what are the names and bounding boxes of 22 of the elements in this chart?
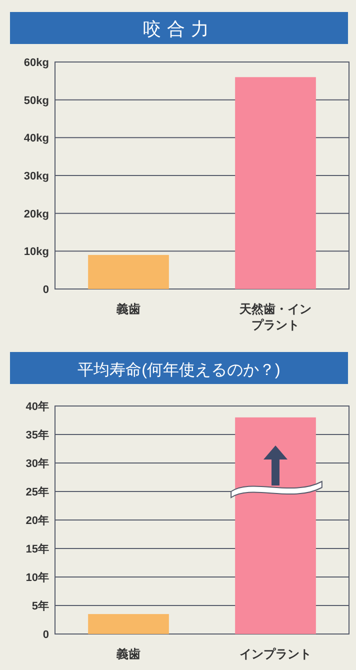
y-tick-label: 10年 bbox=[26, 571, 49, 584]
x-tick-label: インプラント bbox=[240, 647, 312, 661]
chart-title: 咬合力 bbox=[143, 19, 215, 39]
y-tick-label: 60kg bbox=[24, 57, 49, 69]
chart-title: 平均寿命(何年使えるのか？) bbox=[78, 362, 280, 379]
x-tick-label: 天然歯・インプラント bbox=[238, 302, 312, 332]
y-tick-label: 25年 bbox=[26, 486, 49, 498]
y-tick-label: 10kg bbox=[24, 246, 49, 258]
x-tick-label: 義歯 bbox=[116, 302, 140, 316]
y-tick-label: 35年 bbox=[26, 428, 49, 442]
y-tick-label: 0 bbox=[42, 629, 49, 641]
y-tick-label: 40kg bbox=[24, 132, 49, 145]
y-tick-label: 20kg bbox=[24, 208, 49, 220]
y-tick-label: 0 bbox=[42, 284, 49, 296]
y-tick-label: 15年 bbox=[26, 542, 49, 556]
y-tick-label: 30年 bbox=[26, 457, 49, 470]
y-tick-label: 40年 bbox=[26, 400, 49, 413]
y-tick-label: 5年 bbox=[32, 600, 49, 612]
x-tick-label: 義歯 bbox=[116, 647, 140, 661]
y-tick-label: 30kg bbox=[24, 170, 49, 182]
y-tick-label: 20年 bbox=[26, 514, 49, 527]
y-tick-label: 50kg bbox=[24, 94, 49, 107]
